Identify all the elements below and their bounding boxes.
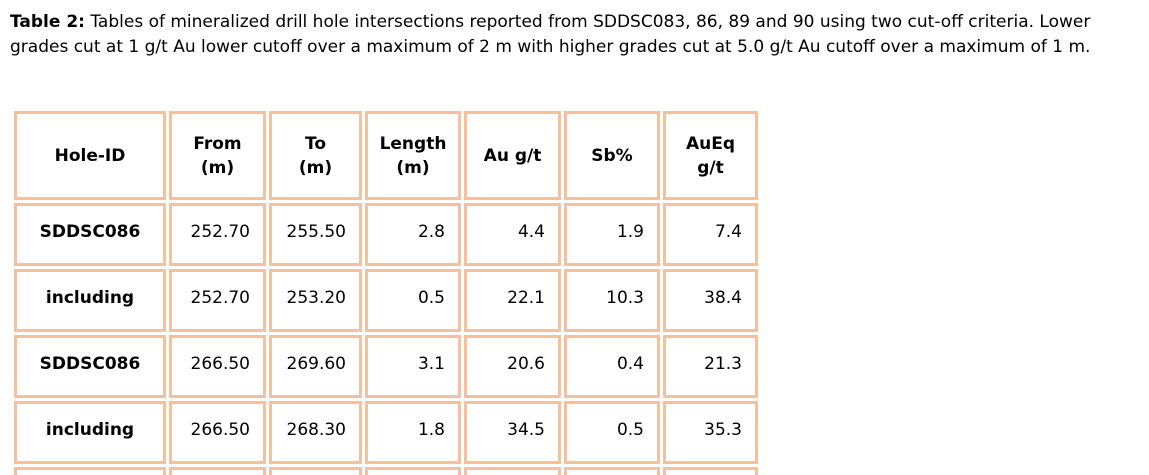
cell-length-m: 3.1	[365, 335, 461, 398]
partial-next-row	[14, 467, 758, 475]
cell-empty	[169, 467, 266, 475]
cell-hole-id: SDDSC086	[14, 203, 166, 266]
col-header-hole-id: Hole-ID	[14, 111, 166, 200]
cell-to-m: 269.60	[269, 335, 362, 398]
caption-label: Table 2:	[10, 12, 85, 32]
cell-aueq-gt: 35.3	[663, 401, 758, 464]
cell-empty	[365, 467, 461, 475]
cell-empty	[464, 467, 561, 475]
cell-length-m: 2.8	[365, 203, 461, 266]
col-header-aueq-gt: AuEq g/t	[663, 111, 758, 200]
cell-hole-id: including	[14, 269, 166, 332]
cell-sb-pct: 0.5	[564, 401, 660, 464]
cell-from-m: 252.70	[169, 203, 266, 266]
cell-sb-pct: 1.9	[564, 203, 660, 266]
table-row: including 252.70 253.20 0.5 22.1 10.3 38…	[14, 269, 758, 332]
cell-aueq-gt: 7.4	[663, 203, 758, 266]
table-caption: Table 2: Tables of mineralized drill hol…	[10, 10, 1141, 60]
cell-aueq-gt: 21.3	[663, 335, 758, 398]
col-header-sb-pct: Sb%	[564, 111, 660, 200]
cell-au-gt: 22.1	[464, 269, 561, 332]
cell-from-m: 266.50	[169, 335, 266, 398]
cell-hole-id: SDDSC086	[14, 335, 166, 398]
cell-to-m: 253.20	[269, 269, 362, 332]
table-header-row: Hole-ID From (m) To (m) Length (m) Au g/…	[14, 111, 758, 200]
cell-hole-id: including	[14, 401, 166, 464]
cell-empty	[269, 467, 362, 475]
caption-text: Tables of mineralized drill hole interse…	[10, 12, 1091, 57]
col-header-from-m: From (m)	[169, 111, 266, 200]
cell-empty	[663, 467, 758, 475]
cell-from-m: 252.70	[169, 269, 266, 332]
col-header-au-gt: Au g/t	[464, 111, 561, 200]
cell-empty	[564, 467, 660, 475]
cell-au-gt: 4.4	[464, 203, 561, 266]
table-row: including 266.50 268.30 1.8 34.5 0.5 35.…	[14, 401, 758, 464]
cell-aueq-gt: 38.4	[663, 269, 758, 332]
table-row: SDDSC086 252.70 255.50 2.8 4.4 1.9 7.4	[14, 203, 758, 266]
cell-length-m: 1.8	[365, 401, 461, 464]
table-row: SDDSC086 266.50 269.60 3.1 20.6 0.4 21.3	[14, 335, 758, 398]
cell-sb-pct: 10.3	[564, 269, 660, 332]
cell-to-m: 268.30	[269, 401, 362, 464]
cell-length-m: 0.5	[365, 269, 461, 332]
cell-sb-pct: 0.4	[564, 335, 660, 398]
col-header-to-m: To (m)	[269, 111, 362, 200]
drill-intersections-table: Hole-ID From (m) To (m) Length (m) Au g/…	[11, 108, 761, 475]
cell-from-m: 266.50	[169, 401, 266, 464]
cell-au-gt: 20.6	[464, 335, 561, 398]
col-header-length-m: Length (m)	[365, 111, 461, 200]
cell-empty	[14, 467, 166, 475]
cell-to-m: 255.50	[269, 203, 362, 266]
cell-au-gt: 34.5	[464, 401, 561, 464]
